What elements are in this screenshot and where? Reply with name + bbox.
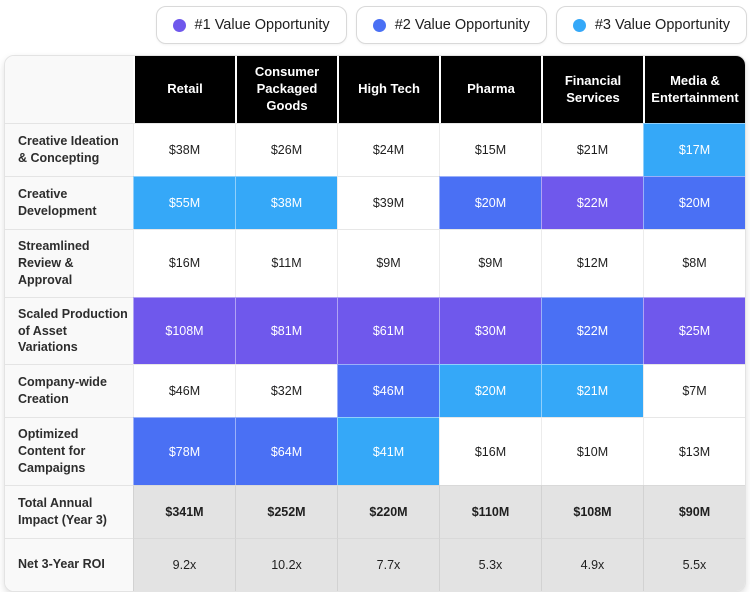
legend-item-tier1: #1 Value Opportunity [155, 6, 347, 44]
row-label: Company-wide Creation [5, 364, 133, 418]
corner-cell [5, 56, 133, 123]
legend-dot-tier2-icon [372, 18, 386, 32]
value-cell: $26M [235, 123, 337, 176]
legend-item-tier3: #3 Value Opportunity [555, 6, 747, 44]
row-label: Creative Development [5, 176, 133, 229]
legend-dot-tier1-icon [172, 18, 186, 32]
row-label: Optimized Content for Campaigns [5, 417, 133, 485]
value-cell: $17M [643, 123, 745, 176]
value-cell: 4.9x [541, 537, 643, 591]
value-cell: 5.5x [643, 537, 745, 591]
table-row: Total Annual Impact (Year 3) $341M $252M $2… [5, 484, 745, 538]
value-opportunity-table: Retail Consumer Packaged Goods High Tech Ph… [5, 56, 745, 591]
value-cell: 9.2x [133, 537, 235, 591]
legend-item-tier2: #2 Value Opportunity [355, 6, 547, 44]
value-cell: $30M [439, 296, 541, 365]
value-cell: $38M [235, 176, 337, 229]
value-cell: $46M [337, 364, 439, 418]
table-row: Net 3-Year ROI 9.2x 10.2x 7.7x 5.3x 4.9x 5.5x [5, 537, 745, 591]
table-row: Scaled Production of Asset Variations $10… [5, 296, 745, 365]
value-cell: $21M [541, 364, 643, 418]
value-opportunity-table-card: Retail Consumer Packaged Goods High Tech Ph… [4, 55, 746, 592]
value-cell: $20M [439, 176, 541, 229]
value-cell: $78M [133, 417, 235, 485]
value-cell: $220M [337, 484, 439, 538]
value-cell: $21M [541, 123, 643, 176]
value-cell: 10.2x [235, 537, 337, 591]
value-cell: $55M [133, 176, 235, 229]
column-header: High Tech [337, 56, 439, 123]
value-cell: $108M [133, 296, 235, 365]
column-header: Media & Entertainment [643, 56, 745, 123]
row-label: Net 3-Year ROI [5, 537, 133, 591]
value-cell: $7M [643, 364, 745, 418]
value-cell: $10M [541, 417, 643, 485]
header-row: Retail Consumer Packaged Goods High Tech Ph… [5, 56, 745, 123]
row-label: Scaled Production of Asset Variations [5, 296, 133, 365]
value-cell: $61M [337, 296, 439, 365]
column-header: Pharma [439, 56, 541, 123]
row-label: Creative Ideation & Concepting [5, 123, 133, 176]
row-label: Total Annual Impact (Year 3) [5, 484, 133, 538]
value-cell: $25M [643, 296, 745, 365]
value-cell: $13M [643, 417, 745, 485]
value-cell: $90M [643, 484, 745, 538]
table-row: Optimized Content for Campaigns $78M $64M $… [5, 417, 745, 485]
value-cell: $22M [541, 176, 643, 229]
table-body: Creative Ideation & Concepting $38M $26M $2… [5, 123, 745, 591]
value-cell: $252M [235, 484, 337, 538]
value-cell: $20M [439, 364, 541, 418]
column-header: Financial Services [541, 56, 643, 123]
value-cell: $9M [337, 229, 439, 297]
value-cell: 5.3x [439, 537, 541, 591]
legend-label: #3 Value Opportunity [594, 17, 730, 33]
legend: #1 Value Opportunity #2 Value Opportunity… [0, 0, 750, 44]
value-cell: $15M [439, 123, 541, 176]
value-cell: $46M [133, 364, 235, 418]
value-cell: $12M [541, 229, 643, 297]
value-cell: $41M [337, 417, 439, 485]
value-cell: $22M [541, 296, 643, 365]
value-cell: $24M [337, 123, 439, 176]
value-cell: $108M [541, 484, 643, 538]
value-cell: $9M [439, 229, 541, 297]
value-cell: $64M [235, 417, 337, 485]
table-row: Creative Ideation & Concepting $38M $26M $2… [5, 123, 745, 176]
legend-dot-tier3-icon [572, 18, 586, 32]
value-cell: $38M [133, 123, 235, 176]
row-label: Streamlined Review & Approval [5, 229, 133, 297]
value-cell: $341M [133, 484, 235, 538]
value-cell: $39M [337, 176, 439, 229]
value-cell: $16M [133, 229, 235, 297]
legend-label: #2 Value Opportunity [394, 17, 530, 33]
value-cell: $11M [235, 229, 337, 297]
column-header: Retail [133, 56, 235, 123]
value-cell: $8M [643, 229, 745, 297]
value-cell: 7.7x [337, 537, 439, 591]
value-cell: $110M [439, 484, 541, 538]
legend-label: #1 Value Opportunity [194, 17, 330, 33]
value-cell: $81M [235, 296, 337, 365]
value-cell: $20M [643, 176, 745, 229]
table-row: Creative Development $55M $38M $39M $20M $22M… [5, 176, 745, 229]
value-cell: $32M [235, 364, 337, 418]
table-row: Streamlined Review & Approval $16M $11M $9M… [5, 229, 745, 297]
value-cell: $16M [439, 417, 541, 485]
table-row: Company-wide Creation $46M $32M $46M $20M $21… [5, 364, 745, 418]
column-header: Consumer Packaged Goods [235, 56, 337, 123]
